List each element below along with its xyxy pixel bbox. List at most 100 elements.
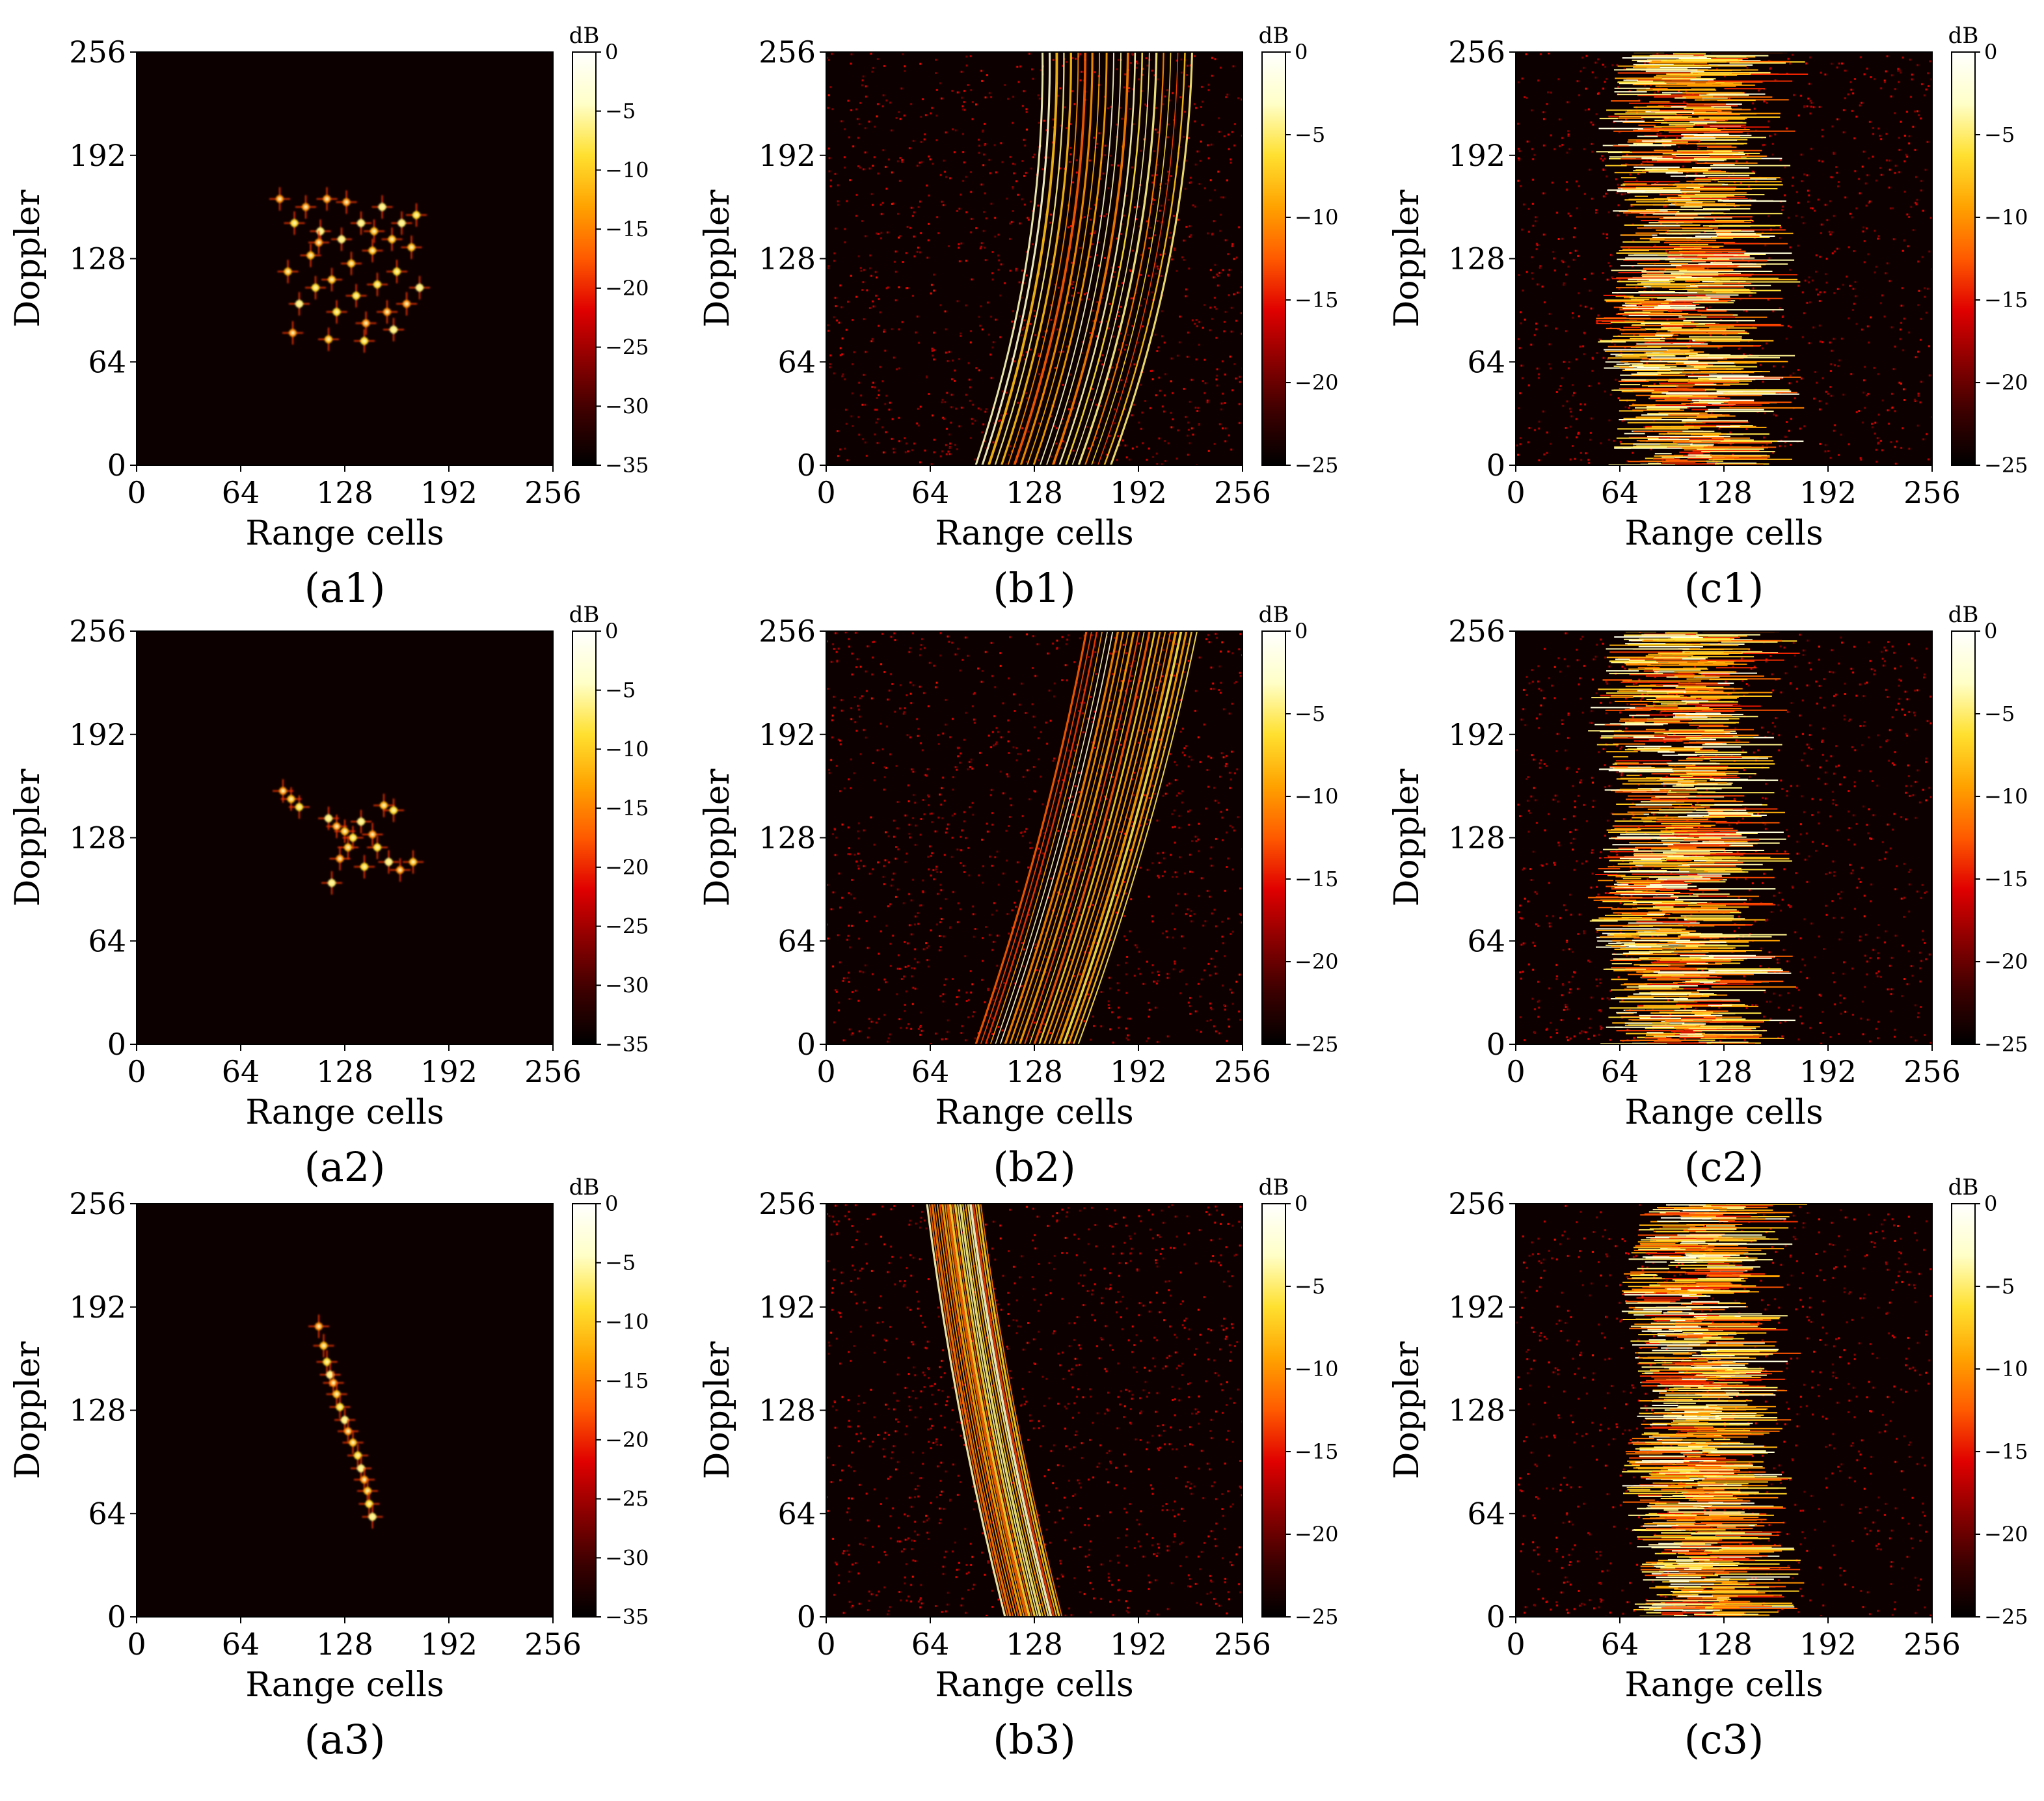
noise-speckle [964, 636, 967, 639]
noise-speckle [1820, 1042, 1823, 1044]
noise-speckle [959, 908, 961, 911]
noise-speckle [1186, 74, 1189, 76]
noise-speckle [1146, 1040, 1148, 1042]
noise-speckle [1542, 118, 1545, 120]
noise-speckle [1837, 185, 1840, 187]
noise-speckle [947, 360, 949, 362]
noise-speckle [1038, 758, 1040, 761]
noise-speckle [1125, 344, 1127, 346]
noise-speckle [1863, 261, 1866, 264]
noise-speckle [993, 144, 996, 146]
noise-speckle [1624, 346, 1626, 349]
noise-speckle [1012, 693, 1015, 696]
noise-speckle [879, 366, 881, 368]
noise-speckle [1096, 839, 1099, 842]
noise-speckle [1192, 433, 1194, 436]
noise-speckle [880, 722, 882, 725]
noise-speckle [1818, 658, 1820, 661]
noise-speckle [1071, 287, 1074, 289]
noise-speckle [957, 755, 960, 757]
noise-speckle [1859, 192, 1861, 195]
noise-speckle [1618, 131, 1620, 133]
noise-speckle [1228, 148, 1230, 150]
noise-speckle [1839, 897, 1841, 900]
noise-speckle [1091, 741, 1094, 744]
noise-speckle [833, 828, 836, 830]
noise-speckle [1809, 100, 1812, 102]
noise-speckle [833, 372, 835, 375]
noise-speckle [871, 338, 874, 340]
x-tick-label: 64 [911, 475, 950, 510]
noise-speckle [1129, 107, 1131, 110]
noise-speckle [904, 451, 907, 454]
noise-speckle [930, 463, 933, 465]
noise-speckle [1022, 776, 1025, 778]
noise-speckle [857, 852, 859, 855]
noise-speckle [1574, 227, 1576, 230]
noise-speckle [1657, 329, 1660, 332]
noise-speckle [1006, 913, 1009, 915]
noise-speckle [1822, 377, 1824, 379]
noise-speckle [1180, 72, 1183, 74]
noise-speckle [1137, 206, 1140, 208]
noise-speckle [954, 129, 957, 131]
noise-speckle [1922, 210, 1924, 212]
noise-speckle [1229, 787, 1231, 789]
noise-speckle [1148, 1009, 1151, 1011]
noise-speckle [1802, 654, 1805, 656]
noise-speckle [1531, 148, 1533, 150]
noise-speckle [991, 865, 993, 867]
noise-speckle [1808, 194, 1810, 196]
noise-speckle [1617, 86, 1619, 88]
noise-speckle [1535, 216, 1537, 219]
noise-speckle [937, 817, 940, 819]
noise-speckle [1140, 150, 1142, 152]
noise-speckle [1643, 213, 1646, 216]
colorbar-tick-label: −10 [1295, 784, 1339, 809]
noise-speckle [893, 451, 895, 454]
noise-speckle [928, 845, 931, 848]
noise-speckle [1769, 655, 1772, 657]
noise-speckle [1127, 1018, 1129, 1020]
noise-speckle [1820, 223, 1823, 226]
noise-speckle [977, 407, 980, 410]
noise-speckle [898, 440, 900, 442]
noise-speckle [1818, 159, 1821, 162]
noise-speckle [939, 655, 942, 657]
scatterer-point [406, 203, 427, 227]
noise-speckle [1725, 681, 1727, 683]
noise-speckle [844, 241, 846, 243]
noise-speckle [941, 817, 944, 820]
noise-speckle [1542, 111, 1545, 114]
noise-speckle [889, 102, 892, 104]
noise-speckle [1021, 198, 1023, 200]
noise-speckle [1517, 157, 1520, 159]
noise-speckle [977, 667, 980, 670]
noise-speckle [1522, 290, 1524, 291]
noise-speckle [1210, 757, 1213, 759]
noise-speckle [1766, 443, 1768, 446]
noise-speckle [974, 1037, 976, 1040]
noise-speckle [1881, 841, 1884, 843]
noise-speckle [1072, 281, 1075, 283]
noise-speckle [920, 904, 922, 906]
noise-speckle [941, 398, 944, 401]
noise-speckle [1817, 811, 1820, 814]
noise-speckle [1689, 340, 1691, 342]
noise-speckle [924, 114, 927, 116]
noise-speckle [1820, 994, 1822, 997]
noise-speckle [1615, 379, 1617, 381]
noise-speckle [1885, 159, 1888, 162]
noise-speckle [1133, 206, 1136, 209]
noise-speckle [997, 884, 1000, 886]
noise-speckle [945, 131, 947, 134]
noise-speckle [1219, 230, 1222, 232]
noise-speckle [1920, 83, 1923, 85]
noise-speckle [1695, 172, 1697, 175]
noise-speckle [945, 328, 947, 331]
noise-speckle [1148, 447, 1150, 450]
noise-speckle [885, 766, 887, 769]
noise-speckle [1782, 315, 1784, 317]
noise-speckle [1088, 981, 1090, 984]
noise-speckle [1230, 331, 1233, 333]
